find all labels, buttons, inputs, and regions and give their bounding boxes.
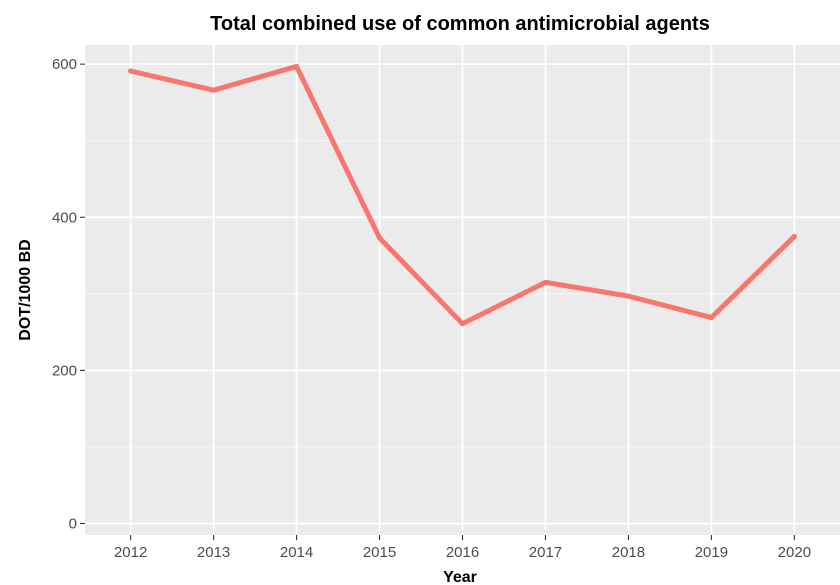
y-tick-label: 0: [69, 516, 77, 533]
y-tick-label: 600: [52, 56, 77, 73]
data-point: [708, 315, 714, 321]
x-tick-label: 2012: [114, 544, 147, 561]
chart-title: Total combined use of common antimicrobi…: [210, 13, 710, 35]
x-tick-label: 2020: [778, 544, 811, 561]
data-point: [542, 279, 548, 285]
y-axis-title: DOT/1000 BD: [17, 239, 34, 340]
x-tick-label: 2018: [612, 544, 645, 561]
x-tick-label: 2019: [695, 544, 728, 561]
series-layer: [128, 63, 797, 327]
x-tick-label: 2014: [280, 544, 313, 561]
data-point: [460, 321, 465, 327]
data-point: [211, 87, 217, 93]
data-point: [625, 293, 631, 299]
data-point: [128, 68, 134, 74]
x-axis-ticks: 2012 2013 2014 2015 2016 2017 2018 2019 2020: [114, 535, 811, 561]
x-tick-label: 2017: [529, 544, 562, 561]
x-tick-label: 2013: [197, 544, 230, 561]
data-point: [791, 233, 797, 239]
y-tick-label: 400: [52, 209, 77, 226]
x-tick-label: 2016: [446, 544, 479, 561]
major-gridlines: [85, 45, 840, 535]
y-tick-label: 200: [52, 362, 77, 379]
data-point: [377, 235, 383, 241]
x-tick-label: 2015: [363, 544, 396, 561]
data-point: [294, 63, 300, 69]
x-axis-title: Year: [443, 569, 477, 585]
y-axis-ticks: 0 200 400 600: [52, 56, 85, 533]
